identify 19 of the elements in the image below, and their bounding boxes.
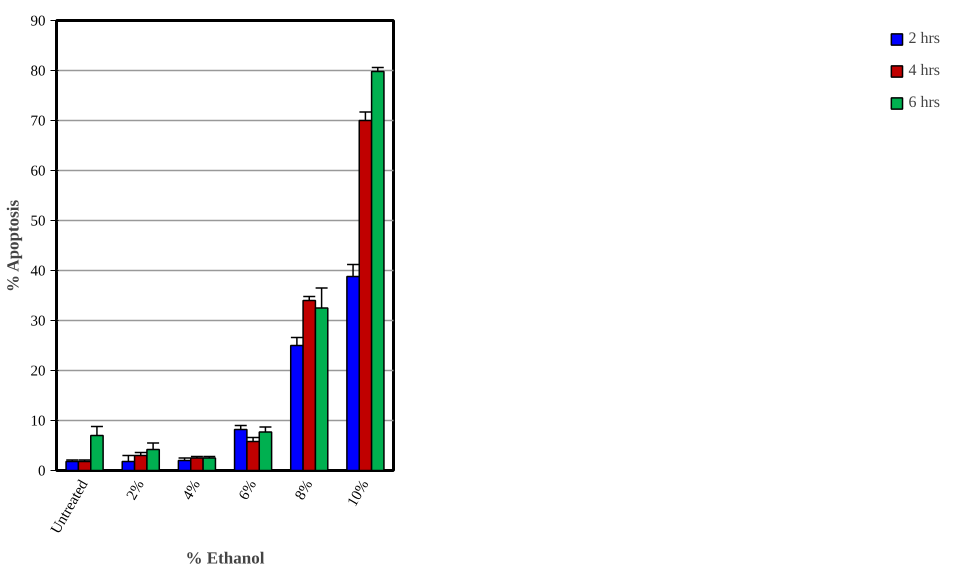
y-tick-label: 10 xyxy=(30,414,46,430)
y-axis-title: % Apoptosis xyxy=(4,200,22,292)
y-tick-label: 20 xyxy=(30,364,46,380)
x-tick-label: 8% xyxy=(292,477,316,503)
y-tick-label: 80 xyxy=(30,64,46,80)
y-tick-label: 70 xyxy=(30,114,46,130)
legend-label: 2 hrs xyxy=(908,30,940,48)
y-tick-label: 40 xyxy=(30,264,46,280)
legend-label: 6 hrs xyxy=(908,94,940,112)
x-tick-label: 6% xyxy=(236,477,260,503)
y-tick-label: 60 xyxy=(30,164,46,180)
x-tick-label: 4% xyxy=(180,477,204,503)
x-axis-title: % Ethanol xyxy=(186,548,265,568)
y-tick-label: 90 xyxy=(30,14,46,30)
y-tick-label: 0 xyxy=(38,464,46,480)
x-tick-label: 2% xyxy=(124,477,148,503)
y-tick-label: 30 xyxy=(30,314,46,330)
legend-label: 4 hrs xyxy=(908,62,940,80)
y-tick-label: 50 xyxy=(30,214,46,230)
